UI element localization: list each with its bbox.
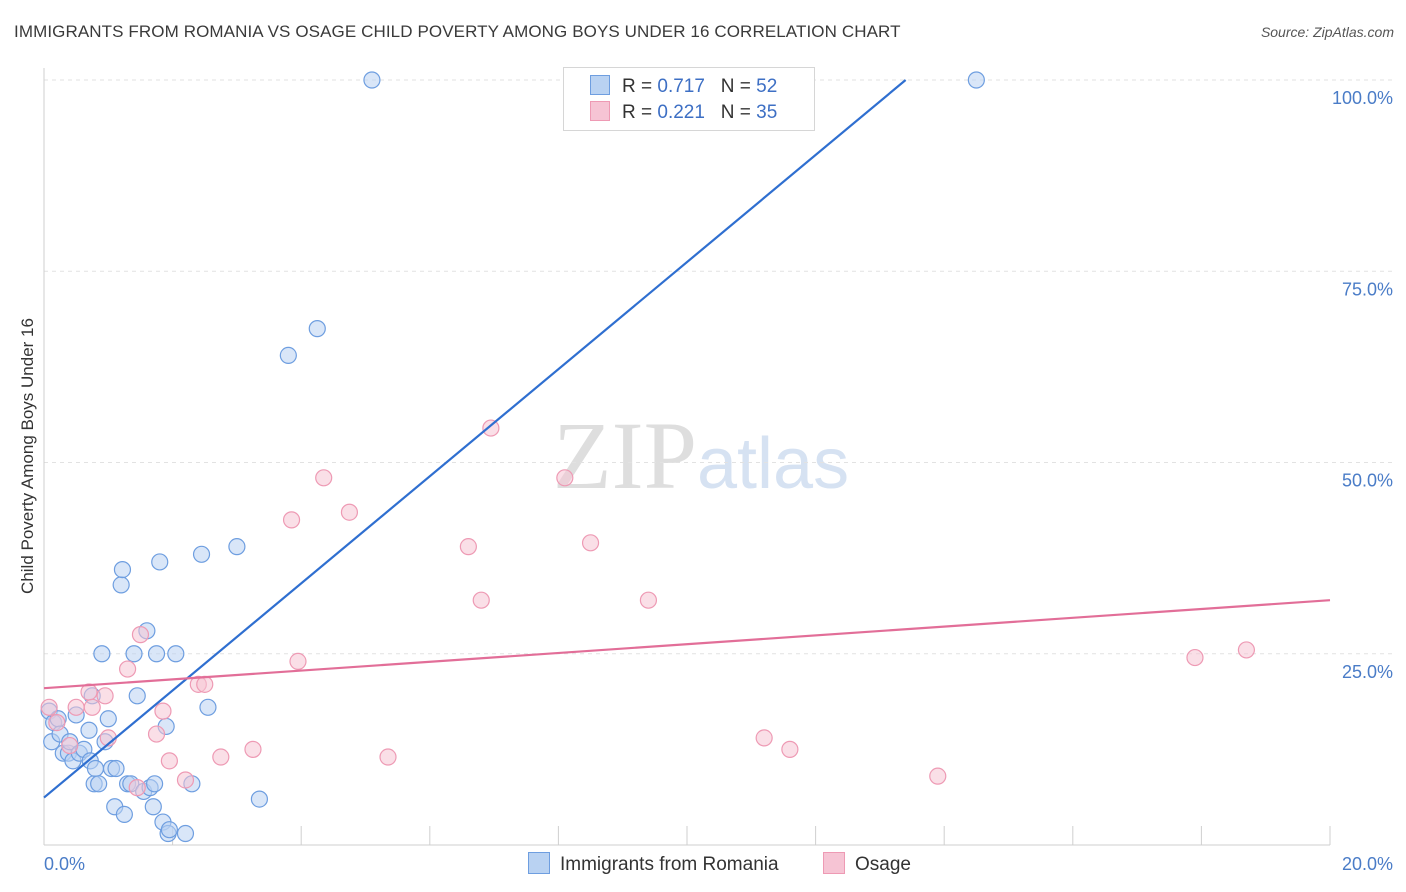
data-point-blue	[228, 538, 246, 556]
source-credit: Source: ZipAtlas.com	[1260, 24, 1394, 40]
data-point-pink	[48, 713, 66, 732]
legend-swatch-blue	[590, 75, 610, 95]
data-point-pink	[472, 591, 490, 609]
data-point-pink	[459, 538, 477, 556]
data-point-blue	[128, 687, 146, 705]
y-axis-title: Child Poverty Among Boys Under 16	[18, 318, 37, 594]
legend-r-label: R =	[622, 76, 658, 97]
data-point-pink	[581, 534, 600, 552]
data-point-pink	[61, 736, 79, 755]
data-point-blue	[363, 71, 381, 89]
data-point-pink	[196, 675, 214, 693]
legend-n-label: N =	[720, 76, 757, 97]
y-tick-label: 100.0%	[1332, 88, 1393, 108]
data-point-pink	[83, 698, 101, 716]
data-point-pink	[131, 626, 150, 644]
data-point-pink	[556, 469, 574, 487]
data-point-blue	[107, 759, 125, 778]
legend-r-label: R =	[622, 102, 658, 123]
legend-row-romania: R = 0.717 N = 52	[590, 75, 777, 101]
trend-line-blue	[43, 79, 907, 799]
data-point-blue	[176, 824, 195, 843]
x-tick-label: 0.0%	[44, 854, 85, 874]
data-point-blue	[144, 798, 162, 816]
data-point-blue	[115, 805, 133, 824]
series-blue	[40, 71, 985, 843]
data-point-pink	[929, 767, 947, 785]
data-point-pink	[96, 687, 114, 705]
bottom-legend-romania: Immigrants from Romania	[528, 852, 779, 876]
legend-n-label: N =	[720, 102, 757, 123]
data-point-pink	[160, 752, 178, 770]
data-point-blue	[93, 645, 111, 663]
data-point-pink	[244, 740, 262, 758]
data-point-blue	[151, 553, 169, 571]
data-point-pink	[118, 660, 137, 678]
trend-line-pink	[43, 599, 1331, 690]
data-point-pink	[40, 698, 58, 716]
data-point-blue	[160, 821, 178, 839]
legend-row-osage: R = 0.221 N = 35	[590, 101, 777, 127]
data-point-pink	[1237, 641, 1256, 659]
watermark-atlas: atlas	[697, 424, 850, 504]
data-point-blue	[199, 698, 217, 716]
data-point-pink	[755, 729, 773, 747]
data-point-pink	[315, 469, 333, 487]
bottom-legend-label-osage: Osage	[855, 854, 911, 875]
data-point-pink	[639, 591, 658, 609]
data-point-blue	[308, 320, 326, 338]
data-point-blue	[192, 545, 211, 563]
y-tick-label: 75.0%	[1342, 279, 1393, 299]
data-point-pink	[340, 503, 359, 521]
data-point-pink	[67, 698, 85, 716]
data-point-blue	[147, 645, 166, 663]
bottom-legend-osage: Osage	[823, 852, 911, 876]
data-point-blue	[279, 346, 297, 364]
data-point-blue	[250, 790, 269, 808]
legend-r-value: 0.717	[657, 76, 705, 97]
data-point-pink	[176, 771, 195, 789]
legend-swatch-pink	[590, 101, 610, 121]
data-point-pink	[154, 702, 172, 720]
data-point-blue	[99, 710, 117, 728]
data-point-pink	[212, 748, 230, 766]
data-point-blue	[167, 645, 185, 663]
y-tick-label: 50.0%	[1342, 471, 1393, 491]
legend-n-value: 52	[756, 76, 778, 97]
data-point-blue	[112, 576, 130, 594]
watermark: ZIPatlas	[553, 400, 849, 511]
data-point-blue	[967, 71, 985, 89]
data-point-pink	[781, 740, 799, 758]
chart-title: IMMIGRANTS FROM ROMANIA VS OSAGE CHILD P…	[14, 22, 901, 41]
legend-r-value: 0.221	[657, 102, 705, 123]
data-point-pink	[147, 725, 166, 743]
data-point-blue	[125, 645, 143, 663]
bottom-legend-label-romania: Immigrants from Romania	[560, 854, 779, 875]
bottom-legend-swatch-pink	[823, 852, 845, 874]
data-point-pink	[282, 511, 301, 529]
data-point-blue	[145, 775, 164, 793]
data-point-blue	[86, 759, 105, 778]
series-pink	[40, 419, 1256, 797]
y-tick-label: 25.0%	[1342, 662, 1393, 682]
data-point-pink	[1186, 648, 1204, 667]
bottom-legend-swatch-blue	[528, 852, 550, 874]
data-point-pink	[128, 779, 146, 797]
data-point-blue	[113, 560, 132, 579]
legend-n-value: 35	[756, 102, 778, 123]
data-point-pink	[289, 652, 307, 671]
watermark-zip: ZIP	[553, 402, 697, 509]
data-point-pink	[379, 748, 397, 766]
x-tick-label: 20.0%	[1342, 854, 1393, 874]
correlation-legend: R = 0.717 N = 52 R = 0.221 N = 35	[563, 67, 815, 131]
data-point-pink	[482, 419, 500, 437]
data-point-blue	[80, 721, 98, 739]
data-point-blue	[90, 775, 108, 793]
